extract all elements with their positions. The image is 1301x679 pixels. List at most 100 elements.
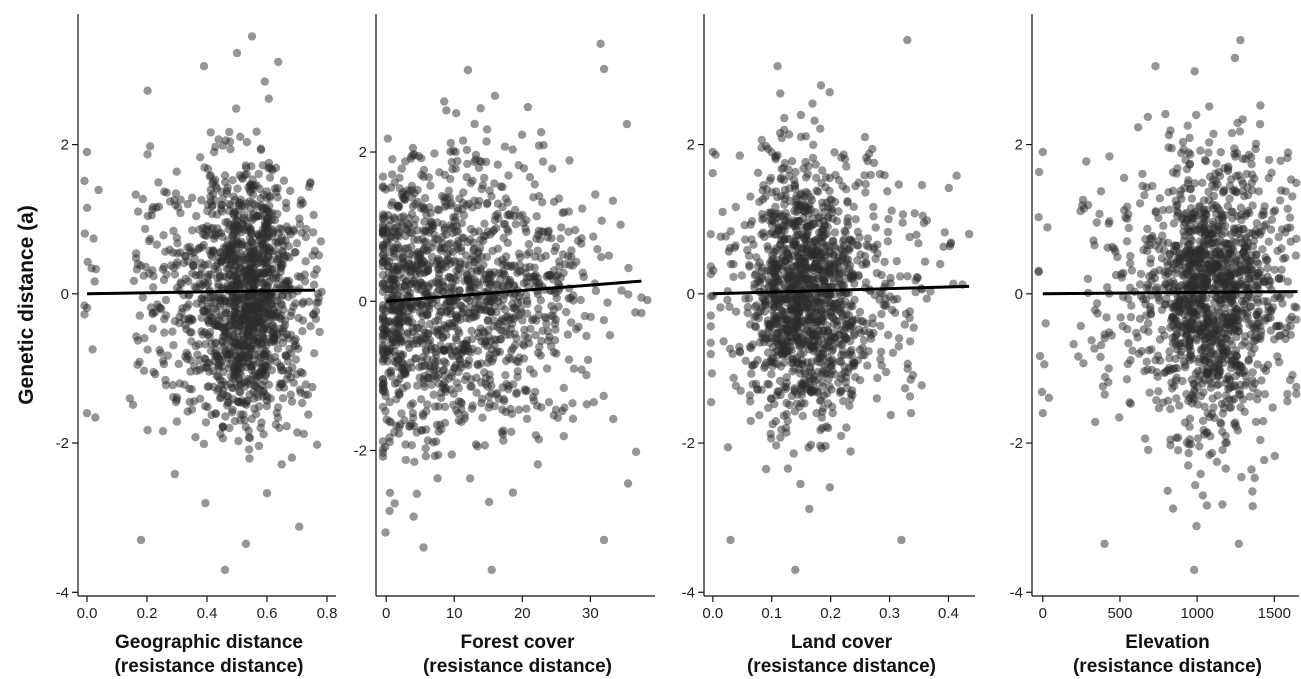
data-point: [788, 367, 797, 376]
data-point: [316, 237, 326, 246]
data-point: [533, 460, 542, 469]
data-point: [798, 356, 807, 365]
data-point: [1190, 67, 1199, 76]
data-point: [310, 270, 319, 279]
data-point: [490, 341, 499, 350]
data-point: [298, 327, 307, 336]
data-point: [487, 278, 496, 287]
data-point: [1198, 178, 1207, 187]
data-point: [490, 179, 499, 188]
data-point: [264, 310, 274, 320]
data-point: [731, 202, 740, 212]
data-point: [236, 132, 245, 141]
data-point: [82, 409, 92, 418]
data-point: [883, 227, 893, 237]
data-point: [143, 345, 152, 354]
data-point: [723, 295, 732, 305]
data-point: [461, 340, 470, 349]
data-point: [421, 289, 431, 298]
data-point: [522, 404, 531, 413]
data-point: [719, 337, 728, 346]
data-point: [253, 337, 262, 346]
data-point: [834, 317, 843, 326]
data-point: [476, 243, 485, 252]
data-point: [883, 187, 892, 196]
data-point: [314, 293, 323, 303]
data-point: [447, 372, 456, 381]
data-point: [499, 327, 508, 336]
data-point: [708, 147, 717, 157]
data-point: [522, 414, 532, 423]
data-point: [868, 144, 877, 154]
data-point: [637, 308, 646, 318]
data-point: [168, 380, 177, 390]
data-point: [213, 273, 222, 283]
x-tick-label: 0.1: [761, 605, 782, 622]
data-point: [812, 331, 821, 341]
data-point: [203, 308, 213, 317]
y-tick-label: 2: [687, 137, 695, 154]
data-point: [423, 330, 433, 339]
data-point: [493, 160, 502, 169]
data-point: [716, 232, 725, 241]
data-point: [284, 292, 293, 302]
data-point: [260, 77, 269, 86]
data-point: [218, 362, 227, 371]
data-point: [454, 367, 463, 377]
data-point: [716, 303, 725, 312]
data-point: [862, 319, 871, 328]
data-point: [777, 324, 787, 333]
data-point: [741, 356, 750, 365]
data-point: [209, 299, 219, 308]
data-point: [884, 214, 893, 224]
data-point: [191, 341, 200, 351]
data-point: [894, 342, 903, 351]
data-point: [298, 369, 307, 378]
data-point: [1221, 464, 1231, 473]
data-point: [218, 422, 228, 431]
data-point: [386, 366, 395, 375]
data-point: [432, 328, 442, 337]
data-point: [186, 356, 195, 365]
data-point: [883, 330, 893, 340]
data-point: [791, 565, 800, 575]
data-point: [782, 373, 791, 382]
data-point: [830, 228, 840, 237]
data-point: [287, 307, 296, 317]
data-point: [244, 445, 254, 454]
data-point: [247, 414, 256, 424]
data-point: [389, 428, 399, 437]
data-point: [861, 278, 871, 287]
data-point: [559, 383, 568, 393]
data-point: [252, 373, 261, 382]
data-point: [817, 368, 827, 377]
data-point: [792, 207, 801, 217]
data-point: [552, 349, 561, 358]
data-point: [448, 165, 457, 174]
data-point: [1165, 354, 1174, 363]
data-point: [268, 166, 277, 175]
data-point: [1192, 110, 1201, 120]
data-point: [222, 241, 232, 251]
data-point: [1163, 486, 1172, 495]
data-point: [135, 311, 144, 320]
data-point: [885, 292, 895, 301]
data-point: [411, 200, 420, 209]
data-point: [275, 224, 284, 233]
data-point: [217, 311, 226, 320]
data-point: [835, 304, 844, 314]
data-point: [772, 441, 781, 450]
data-point: [855, 307, 865, 317]
data-point: [492, 308, 501, 317]
data-point: [817, 237, 826, 246]
data-point: [94, 185, 103, 195]
data-point: [898, 218, 907, 227]
data-point: [490, 91, 500, 101]
trend-line: [86, 288, 316, 296]
data-point: [450, 258, 459, 267]
data-point: [905, 392, 915, 401]
data-point: [480, 368, 489, 377]
data-point: [252, 127, 261, 136]
data-point: [181, 274, 190, 283]
